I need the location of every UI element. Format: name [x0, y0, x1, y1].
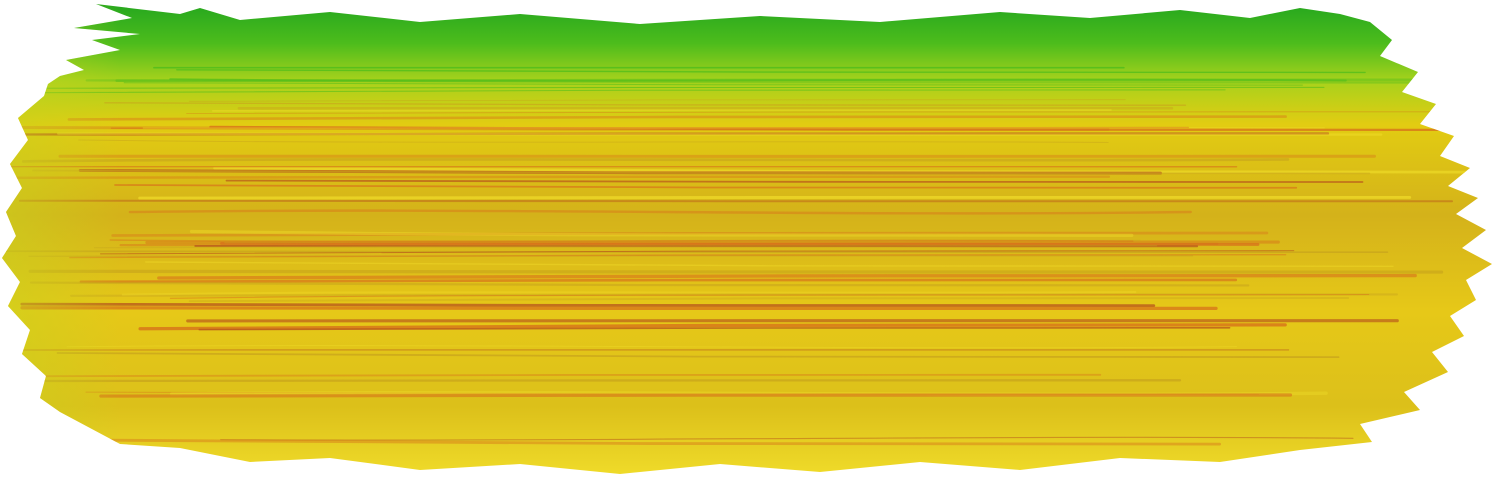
paint-streak: [20, 302, 1156, 308]
paint-streak: [114, 184, 1298, 189]
paint-streak: [138, 323, 1287, 331]
paint-streak: [85, 79, 1473, 84]
paint-streak: [109, 239, 1134, 243]
paint-streak: [93, 244, 1158, 249]
paint-streak: [23, 86, 1325, 89]
paint-streak: [138, 195, 1412, 200]
paint-streak: [67, 114, 1287, 121]
paint-streak: [20, 378, 1182, 383]
paint-streaks: [2, 66, 1480, 446]
paint-streak: [21, 158, 1290, 163]
paint-streak: [188, 297, 1350, 303]
paint-streak: [128, 209, 1192, 215]
paint-streak: [225, 179, 1364, 183]
paint-streak: [20, 306, 1218, 311]
paint-streak: [56, 352, 1340, 359]
paint-streak: [198, 326, 1231, 331]
paint-streak: [99, 392, 1293, 398]
paint-streak: [220, 241, 1260, 247]
paint-streak: [142, 127, 1325, 129]
paint-streak: [220, 436, 1354, 441]
paint-streak: [57, 132, 1383, 137]
paint-streak: [189, 229, 1134, 238]
paint-streak: [169, 293, 1370, 299]
paint-streak: [2, 175, 1111, 179]
paint-streak: [79, 278, 1238, 284]
paint-streak: [58, 154, 1376, 159]
paint-streak: [78, 139, 1109, 143]
paint-streak: [119, 242, 1219, 247]
paint-streak: [18, 199, 1454, 204]
paint-streak: [224, 239, 1141, 244]
paint-streak: [176, 69, 1366, 74]
paint-streak: [211, 108, 1112, 112]
paint-streak: [153, 66, 1125, 69]
paint-streak: [29, 281, 1250, 287]
paint-streak: [169, 78, 1347, 82]
paint-streak: [77, 438, 1221, 446]
paint-streak: [121, 291, 1137, 296]
paint-streak: [188, 99, 1126, 102]
paint-streak: [115, 77, 1478, 83]
paint-streak: [111, 231, 1269, 237]
paint-streak: [66, 345, 1238, 349]
paint-streak: [70, 292, 1398, 298]
paint-streak: [40, 373, 1102, 378]
paint-streak: [28, 269, 1444, 274]
paint-streak: [104, 102, 1187, 106]
paint-streak: [2, 250, 1389, 254]
paint-streak: [157, 273, 1417, 280]
